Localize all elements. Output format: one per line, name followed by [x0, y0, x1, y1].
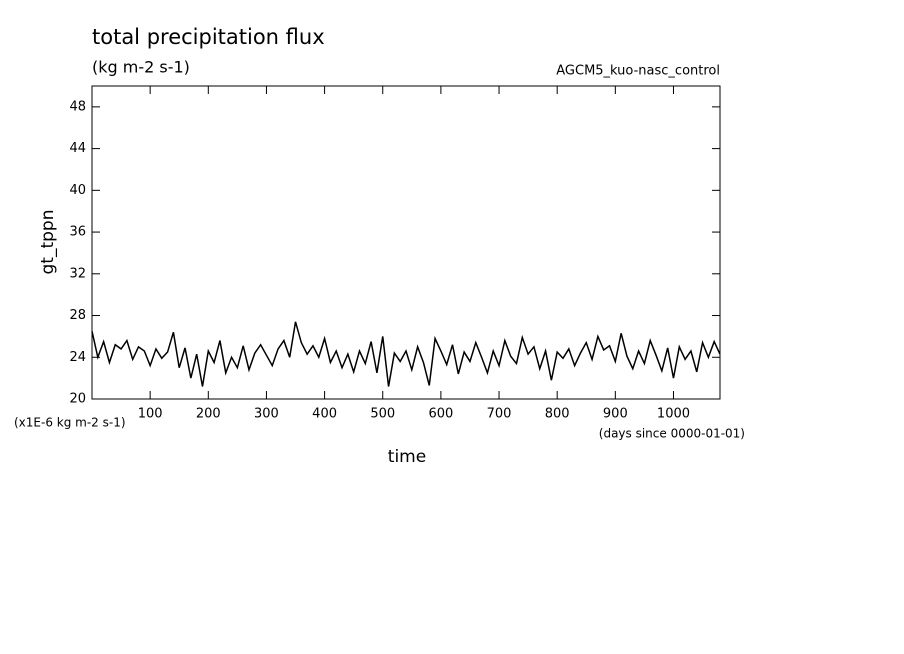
x-unit-label: (days since 0000-01-01) — [599, 427, 745, 441]
run-label: AGCM5_kuo-nasc_control — [556, 64, 720, 79]
series-line — [91, 321, 721, 387]
x-tick-label: 600 — [428, 407, 453, 422]
x-tick-label: 700 — [487, 407, 512, 422]
x-tick-label: 1000 — [657, 407, 690, 422]
y-tick-label: 20 — [69, 392, 86, 407]
plot-frame — [91, 85, 721, 400]
y-tick-label: 36 — [69, 225, 86, 240]
x-tick-label: 300 — [254, 407, 279, 422]
x-tick-label: 100 — [138, 407, 163, 422]
y-tick-label: 24 — [69, 350, 86, 365]
x-axis-label: time — [388, 447, 426, 467]
x-tick-label: 400 — [312, 407, 337, 422]
y-tick-label: 32 — [69, 266, 86, 281]
y-tick-label: 44 — [69, 141, 86, 156]
x-tick-label: 200 — [196, 407, 221, 422]
x-tick-label: 800 — [545, 407, 570, 422]
chart-subtitle: (kg m-2 s-1) — [92, 58, 190, 77]
chart-title: total precipitation flux — [92, 25, 325, 49]
y-tick-label: 48 — [69, 99, 86, 114]
y-unit-label: (x1E-6 kg m-2 s-1) — [14, 416, 126, 430]
y-axis-label: gt_tppn — [38, 210, 58, 275]
y-tick-label: 40 — [69, 183, 86, 198]
y-tick-label: 28 — [69, 308, 86, 323]
x-tick-label: 500 — [370, 407, 395, 422]
x-tick-label: 900 — [603, 407, 628, 422]
